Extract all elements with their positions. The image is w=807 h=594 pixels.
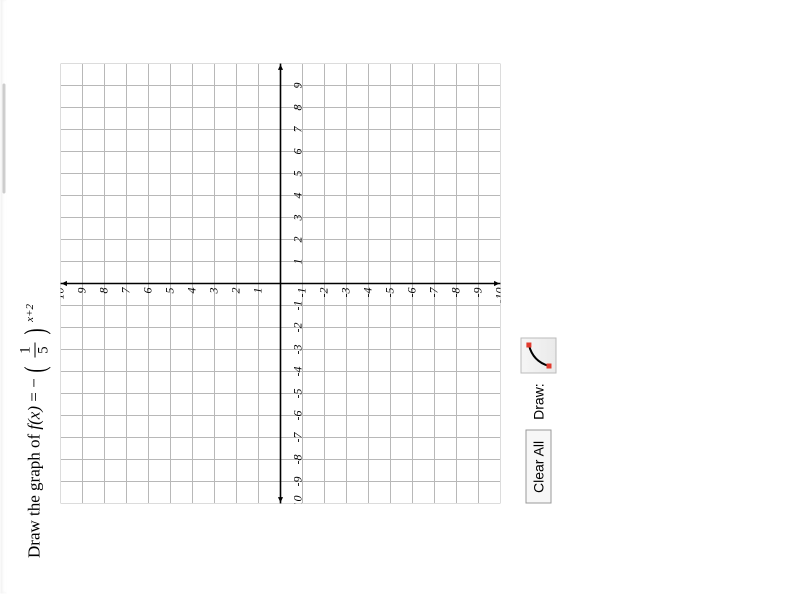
svg-text:-4: -4 — [290, 367, 304, 377]
lparen: ( — [18, 366, 52, 372]
fraction: 1 5 — [19, 342, 52, 358]
svg-text:-6: -6 — [404, 288, 418, 298]
svg-text:-7: -7 — [426, 287, 440, 298]
graph-canvas[interactable]: -10-9-8-7-6-5-4-3-2-1123456789-10-9-8-7-… — [60, 64, 500, 504]
svg-text:-7: -7 — [290, 432, 304, 443]
svg-text:10: 10 — [60, 288, 66, 300]
curve-2pt-icon — [523, 340, 553, 370]
svg-text:-1: -1 — [290, 301, 304, 311]
svg-text:4: 4 — [184, 288, 198, 294]
svg-text:8: 8 — [290, 105, 304, 111]
svg-text:4: 4 — [290, 193, 304, 199]
svg-text:6: 6 — [290, 149, 304, 155]
svg-text:5: 5 — [162, 288, 176, 294]
svg-text:7: 7 — [290, 126, 304, 133]
svg-text:-1: -1 — [294, 288, 308, 298]
svg-text:9: 9 — [74, 288, 88, 294]
svg-text:-9: -9 — [290, 477, 304, 487]
svg-text:2: 2 — [228, 288, 242, 294]
clear-all-button[interactable]: Clear All — [525, 430, 551, 504]
svg-text:3: 3 — [290, 215, 304, 222]
svg-text:-9: -9 — [470, 288, 484, 298]
svg-text:8: 8 — [96, 288, 110, 294]
svg-text:-8: -8 — [448, 288, 462, 298]
fraction-denominator: 5 — [36, 342, 52, 358]
prompt-fx: f(x) — [24, 406, 43, 430]
svg-text:-3: -3 — [338, 288, 352, 298]
svg-text:9: 9 — [290, 83, 304, 89]
svg-text:-5: -5 — [382, 288, 396, 298]
content-frame: Draw the graph of f(x) = − ( 1 5 ) x+2 -… — [0, 0, 807, 594]
svg-text:5: 5 — [290, 171, 304, 177]
svg-text:1: 1 — [250, 288, 264, 294]
svg-text:1: 1 — [290, 259, 304, 265]
fraction-numerator: 1 — [19, 342, 36, 358]
draw-label: Draw: — [530, 383, 546, 420]
prompt-lead: Draw the graph of — [24, 430, 43, 558]
grid-svg[interactable]: -10-9-8-7-6-5-4-3-2-1123456789-10-9-8-7-… — [60, 64, 500, 504]
svg-text:-4: -4 — [360, 288, 374, 298]
svg-text:-10: -10 — [290, 496, 304, 504]
svg-text:-8: -8 — [290, 455, 304, 465]
svg-text:6: 6 — [140, 288, 154, 294]
svg-text:2: 2 — [290, 237, 304, 243]
rotated-page: Draw the graph of f(x) = − ( 1 5 ) x+2 -… — [107, 0, 701, 594]
svg-text:3: 3 — [206, 288, 220, 295]
svg-text:-2: -2 — [316, 288, 330, 298]
rparen: ) — [18, 328, 52, 334]
top-edge-shadow — [0, 0, 6, 594]
toolbar: Clear All Draw: — [520, 337, 556, 504]
curve-tool-button[interactable] — [520, 337, 556, 373]
svg-text:-2: -2 — [290, 323, 304, 333]
exponent: x+2 — [23, 304, 35, 322]
svg-text:7: 7 — [118, 287, 132, 294]
svg-text:-6: -6 — [290, 411, 304, 421]
svg-text:-10: -10 — [492, 288, 500, 304]
svg-text:-3: -3 — [290, 345, 304, 355]
question-prompt: Draw the graph of f(x) = − ( 1 5 ) x+2 — [18, 304, 52, 558]
svg-text:-5: -5 — [290, 389, 304, 399]
prompt-eq: = − — [24, 374, 43, 402]
